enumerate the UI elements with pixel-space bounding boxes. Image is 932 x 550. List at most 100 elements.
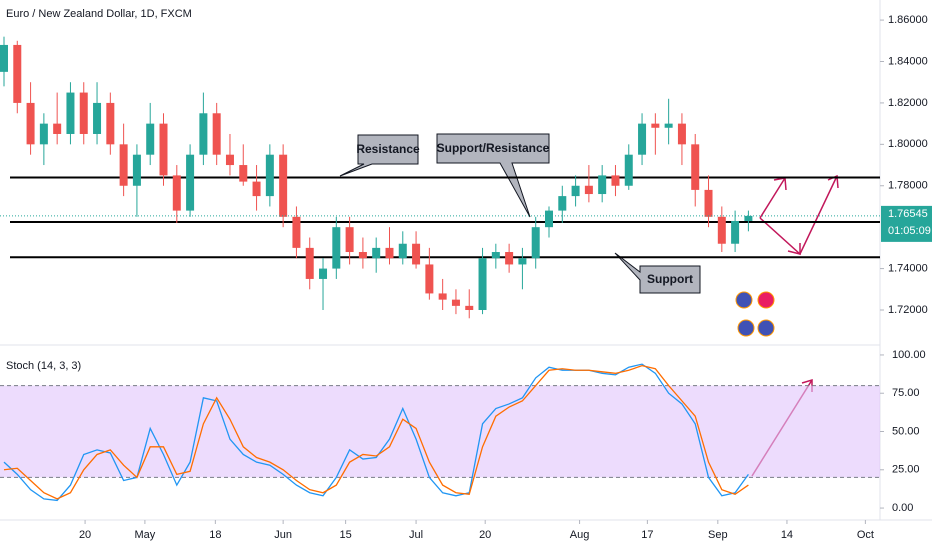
callout-text: Resistance bbox=[356, 142, 420, 156]
x-tick-label: May bbox=[135, 529, 156, 541]
x-tick-label: 14 bbox=[781, 529, 793, 541]
candle-body bbox=[558, 196, 567, 211]
candle-body bbox=[611, 175, 620, 186]
x-tick-label: 20 bbox=[79, 529, 91, 541]
candle-body bbox=[199, 113, 208, 155]
candle-body bbox=[412, 243, 421, 265]
candle-body bbox=[252, 181, 261, 197]
candle-body bbox=[438, 293, 447, 300]
candle-body bbox=[239, 165, 248, 182]
candle-body bbox=[505, 252, 514, 265]
x-tick-label: Jun bbox=[274, 529, 292, 541]
candle-body bbox=[319, 268, 328, 279]
y-tick-label: 50.00 bbox=[892, 425, 920, 437]
y-tick-label: 1.78000 bbox=[888, 180, 928, 192]
candle-body bbox=[584, 185, 593, 195]
candle-body bbox=[186, 154, 195, 211]
candle-body bbox=[79, 92, 88, 134]
candle-body bbox=[518, 258, 527, 265]
candle-body bbox=[478, 258, 487, 311]
y-tick-label: 0.00 bbox=[892, 502, 913, 514]
candle-body bbox=[491, 252, 500, 259]
x-tick-label: Aug bbox=[570, 529, 590, 541]
y-tick-label: 25.00 bbox=[892, 464, 920, 476]
candle-body bbox=[279, 154, 288, 217]
y-tick-label: 1.84000 bbox=[888, 55, 928, 67]
y-tick-label: 1.82000 bbox=[888, 97, 928, 109]
candle-body bbox=[332, 227, 341, 269]
candle-body bbox=[172, 175, 181, 211]
candle-body bbox=[398, 243, 407, 259]
candle-body bbox=[425, 264, 434, 294]
candle-body bbox=[26, 102, 35, 145]
candle-body bbox=[465, 305, 474, 311]
x-tick-label: Oct bbox=[857, 529, 874, 541]
candle-body bbox=[651, 123, 660, 128]
arrow bbox=[759, 177, 786, 219]
candle-body bbox=[358, 252, 367, 259]
candle-body bbox=[53, 123, 62, 134]
icon bbox=[757, 319, 775, 337]
candle-body bbox=[677, 123, 686, 145]
candle-body bbox=[372, 247, 381, 259]
candle-body bbox=[744, 215, 753, 221]
callout-resistance bbox=[339, 134, 419, 177]
callouts bbox=[339, 133, 701, 294]
y-tick-label: 1.86000 bbox=[888, 14, 928, 26]
last-price-label: 1.76545 bbox=[888, 208, 928, 220]
candle-body bbox=[132, 154, 141, 186]
candle-body bbox=[39, 123, 48, 145]
callout-text: Support/Resistance bbox=[437, 141, 550, 155]
candle-body bbox=[451, 299, 460, 306]
icon bbox=[757, 291, 775, 309]
arrow-head bbox=[827, 174, 839, 189]
icons bbox=[735, 291, 775, 337]
candle-body bbox=[0, 44, 8, 72]
candle-body bbox=[664, 123, 673, 128]
y-tick-label: 1.72000 bbox=[888, 304, 928, 316]
countdown-label: 01:05:09 bbox=[888, 225, 931, 237]
x-tick-label: Jul bbox=[409, 529, 423, 541]
candle-body bbox=[225, 154, 234, 166]
candle-body bbox=[385, 247, 394, 259]
stoch-title: Stoch (14, 3, 3) bbox=[6, 360, 81, 372]
candle-body bbox=[531, 227, 540, 259]
candle-body bbox=[624, 154, 633, 186]
icon bbox=[737, 319, 755, 337]
icon bbox=[735, 291, 753, 309]
candle-body bbox=[265, 154, 274, 197]
candle-body bbox=[93, 102, 102, 134]
stoch-line bbox=[3, 363, 749, 502]
candle-body bbox=[159, 123, 168, 176]
candle-body bbox=[146, 123, 155, 155]
candle-body bbox=[598, 175, 607, 195]
candle-body bbox=[717, 216, 726, 244]
arrow-head bbox=[787, 243, 801, 255]
candle-body bbox=[119, 144, 128, 186]
candle-body bbox=[66, 92, 75, 134]
candle-body bbox=[305, 247, 314, 279]
candle-body bbox=[345, 227, 354, 253]
stoch-band bbox=[0, 385, 880, 478]
candle-body bbox=[704, 189, 713, 217]
callout-text: Support bbox=[647, 272, 693, 286]
x-tick-label: Sep bbox=[708, 529, 728, 541]
y-tick-label: 1.80000 bbox=[888, 138, 928, 150]
x-tick-label: 20 bbox=[479, 529, 491, 541]
candle-body bbox=[731, 220, 740, 244]
candle-body bbox=[13, 44, 22, 103]
callout-support bbox=[614, 252, 701, 294]
x-tick-label: 18 bbox=[209, 529, 221, 541]
callout-support-resistance bbox=[436, 133, 550, 218]
candle-body bbox=[545, 210, 554, 228]
x-tick-label: 15 bbox=[339, 529, 351, 541]
candle-body bbox=[638, 123, 647, 155]
candle-body bbox=[292, 216, 301, 248]
y-tick-label: 1.74000 bbox=[888, 262, 928, 274]
candle-body bbox=[212, 113, 221, 155]
candle-body bbox=[571, 185, 580, 197]
y-tick-label: 75.00 bbox=[892, 387, 920, 399]
candle-body bbox=[106, 102, 115, 145]
candle-body bbox=[691, 144, 700, 190]
